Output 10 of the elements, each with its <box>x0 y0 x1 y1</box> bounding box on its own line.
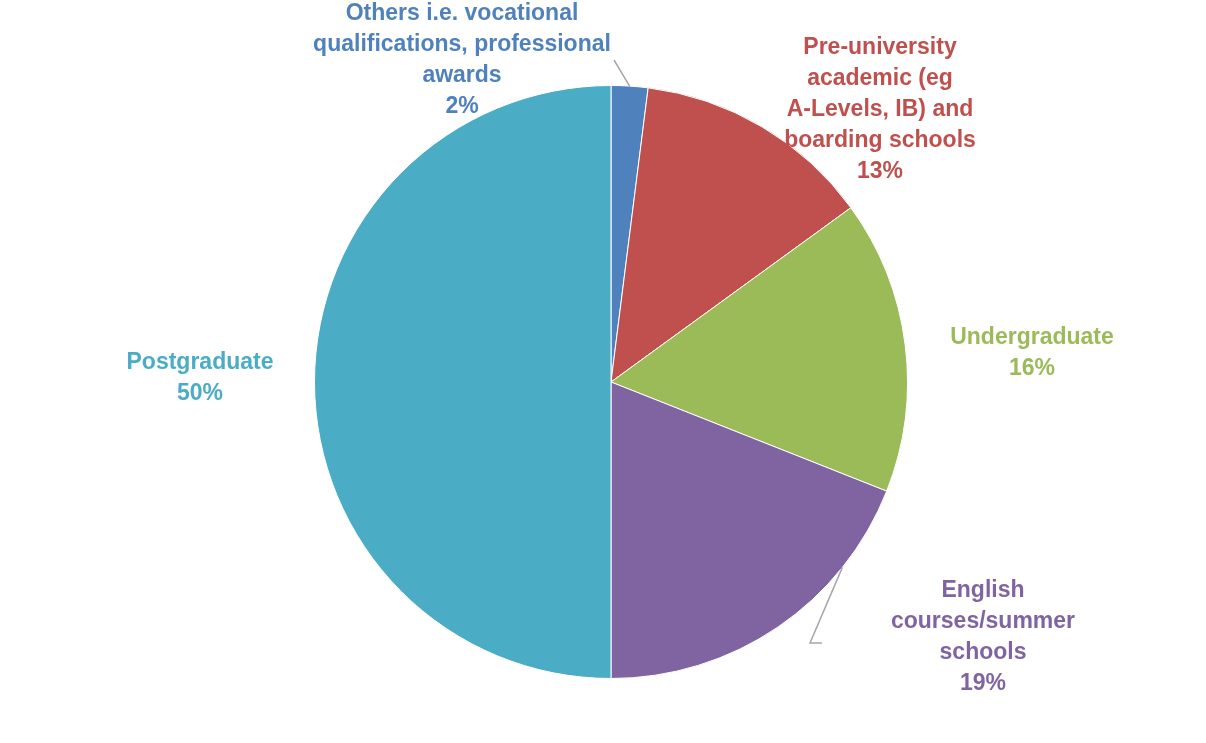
slice-label: Undergraduate <box>950 322 1114 349</box>
slice-label: English courses/summer schools <box>890 575 1076 664</box>
slice-label: Postgraduate <box>126 347 274 374</box>
slice-label: Others i.e. vocational qualifications, professional awards <box>313 0 611 87</box>
data-label: 13% <box>856 157 904 184</box>
data-label: 50% <box>176 378 224 405</box>
slice-label: Pre-university academic (eg A-Levels, IB) and boarding schools <box>784 33 976 153</box>
data-label: 19% <box>959 668 1007 695</box>
data-label: 2% <box>445 91 479 118</box>
data-label: 16% <box>1008 353 1056 380</box>
